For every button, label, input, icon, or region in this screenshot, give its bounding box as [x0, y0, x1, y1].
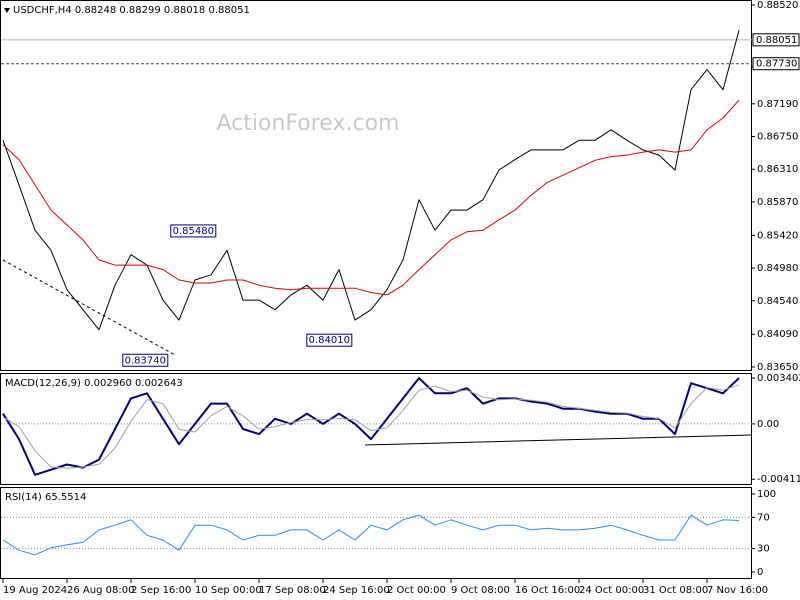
- y-tick-label: 100: [757, 489, 776, 500]
- y-tick-label: 0.86750: [757, 132, 798, 143]
- annotation-label: 0.85480: [173, 226, 214, 237]
- x-tick-label: 7 Nov 16:00: [707, 585, 768, 596]
- price-label-box: [752, 33, 800, 47]
- series-line: [2, 384, 740, 469]
- rsi-panel: [0, 487, 752, 579]
- price-label-box: [752, 57, 800, 71]
- annotation-box: [170, 224, 217, 238]
- x-tick-label: 16 Oct 16:00: [515, 585, 580, 596]
- annotation-label: 0.84010: [309, 335, 350, 346]
- x-tick-label: 19 Aug 2024: [3, 585, 67, 596]
- x-tick-label: 2 Oct 00:00: [387, 585, 446, 596]
- macd-trend-line: [364, 434, 753, 446]
- annotation-box: [122, 353, 169, 367]
- y-tick-label: 0.84540: [757, 296, 798, 307]
- y-tick-label: 30: [757, 544, 770, 555]
- macd-panel: [0, 373, 752, 485]
- annotation-box: [306, 333, 353, 347]
- y-tick-label: -0.00411: [757, 474, 800, 485]
- x-tick-label: 24 Sep 16:00: [323, 585, 390, 596]
- trend-line: [2, 259, 176, 356]
- x-tick-label: 24 Oct 00:00: [579, 585, 644, 596]
- watermark: ActionForex.com: [217, 111, 400, 136]
- price-panel: [0, 0, 752, 371]
- y-tick-label: 0.85420: [757, 230, 798, 241]
- y-tick-label: 0.003402: [757, 373, 800, 384]
- annotation-label: 0.83740: [125, 355, 166, 366]
- x-tick-label: 31 Oct 08:00: [643, 585, 708, 596]
- collapse-icon: [4, 8, 10, 13]
- panel-title: MACD(12,26,9) 0.002960 0.002643: [5, 378, 183, 389]
- y-tick-label: 0.83650: [757, 362, 798, 373]
- series-line: [2, 377, 740, 476]
- series-line: [2, 514, 740, 556]
- x-tick-label: 9 Oct 08:00: [451, 585, 510, 596]
- y-tick-label: 0.87190: [757, 99, 798, 110]
- x-tick-label: 17 Sep 08:00: [259, 585, 326, 596]
- series-line: [2, 99, 740, 296]
- y-tick-label: 0.86310: [757, 164, 798, 175]
- y-tick-label: 0.84980: [757, 263, 798, 274]
- x-tick-label: 26 Aug 08:00: [67, 585, 134, 596]
- y-tick-label: 0.85870: [757, 197, 798, 208]
- panel-title: USDCHF,H4 0.88248 0.88299 0.88018 0.8805…: [13, 5, 250, 16]
- panel-title: RSI(14) 65.5514: [5, 492, 86, 503]
- x-tick-label: 10 Sep 00:00: [195, 585, 262, 596]
- x-tick-label: 2 Sep 16:00: [131, 585, 191, 596]
- y-tick-label: 0.88520: [757, 0, 798, 11]
- y-tick-label: 0.84090: [757, 329, 798, 340]
- y-tick-label: 70: [757, 512, 770, 523]
- y-tick-label: 0.00: [757, 419, 779, 430]
- price-label: 0.88051: [756, 35, 797, 46]
- y-tick-label: 0: [757, 567, 763, 578]
- price-label: 0.87730: [756, 59, 797, 70]
